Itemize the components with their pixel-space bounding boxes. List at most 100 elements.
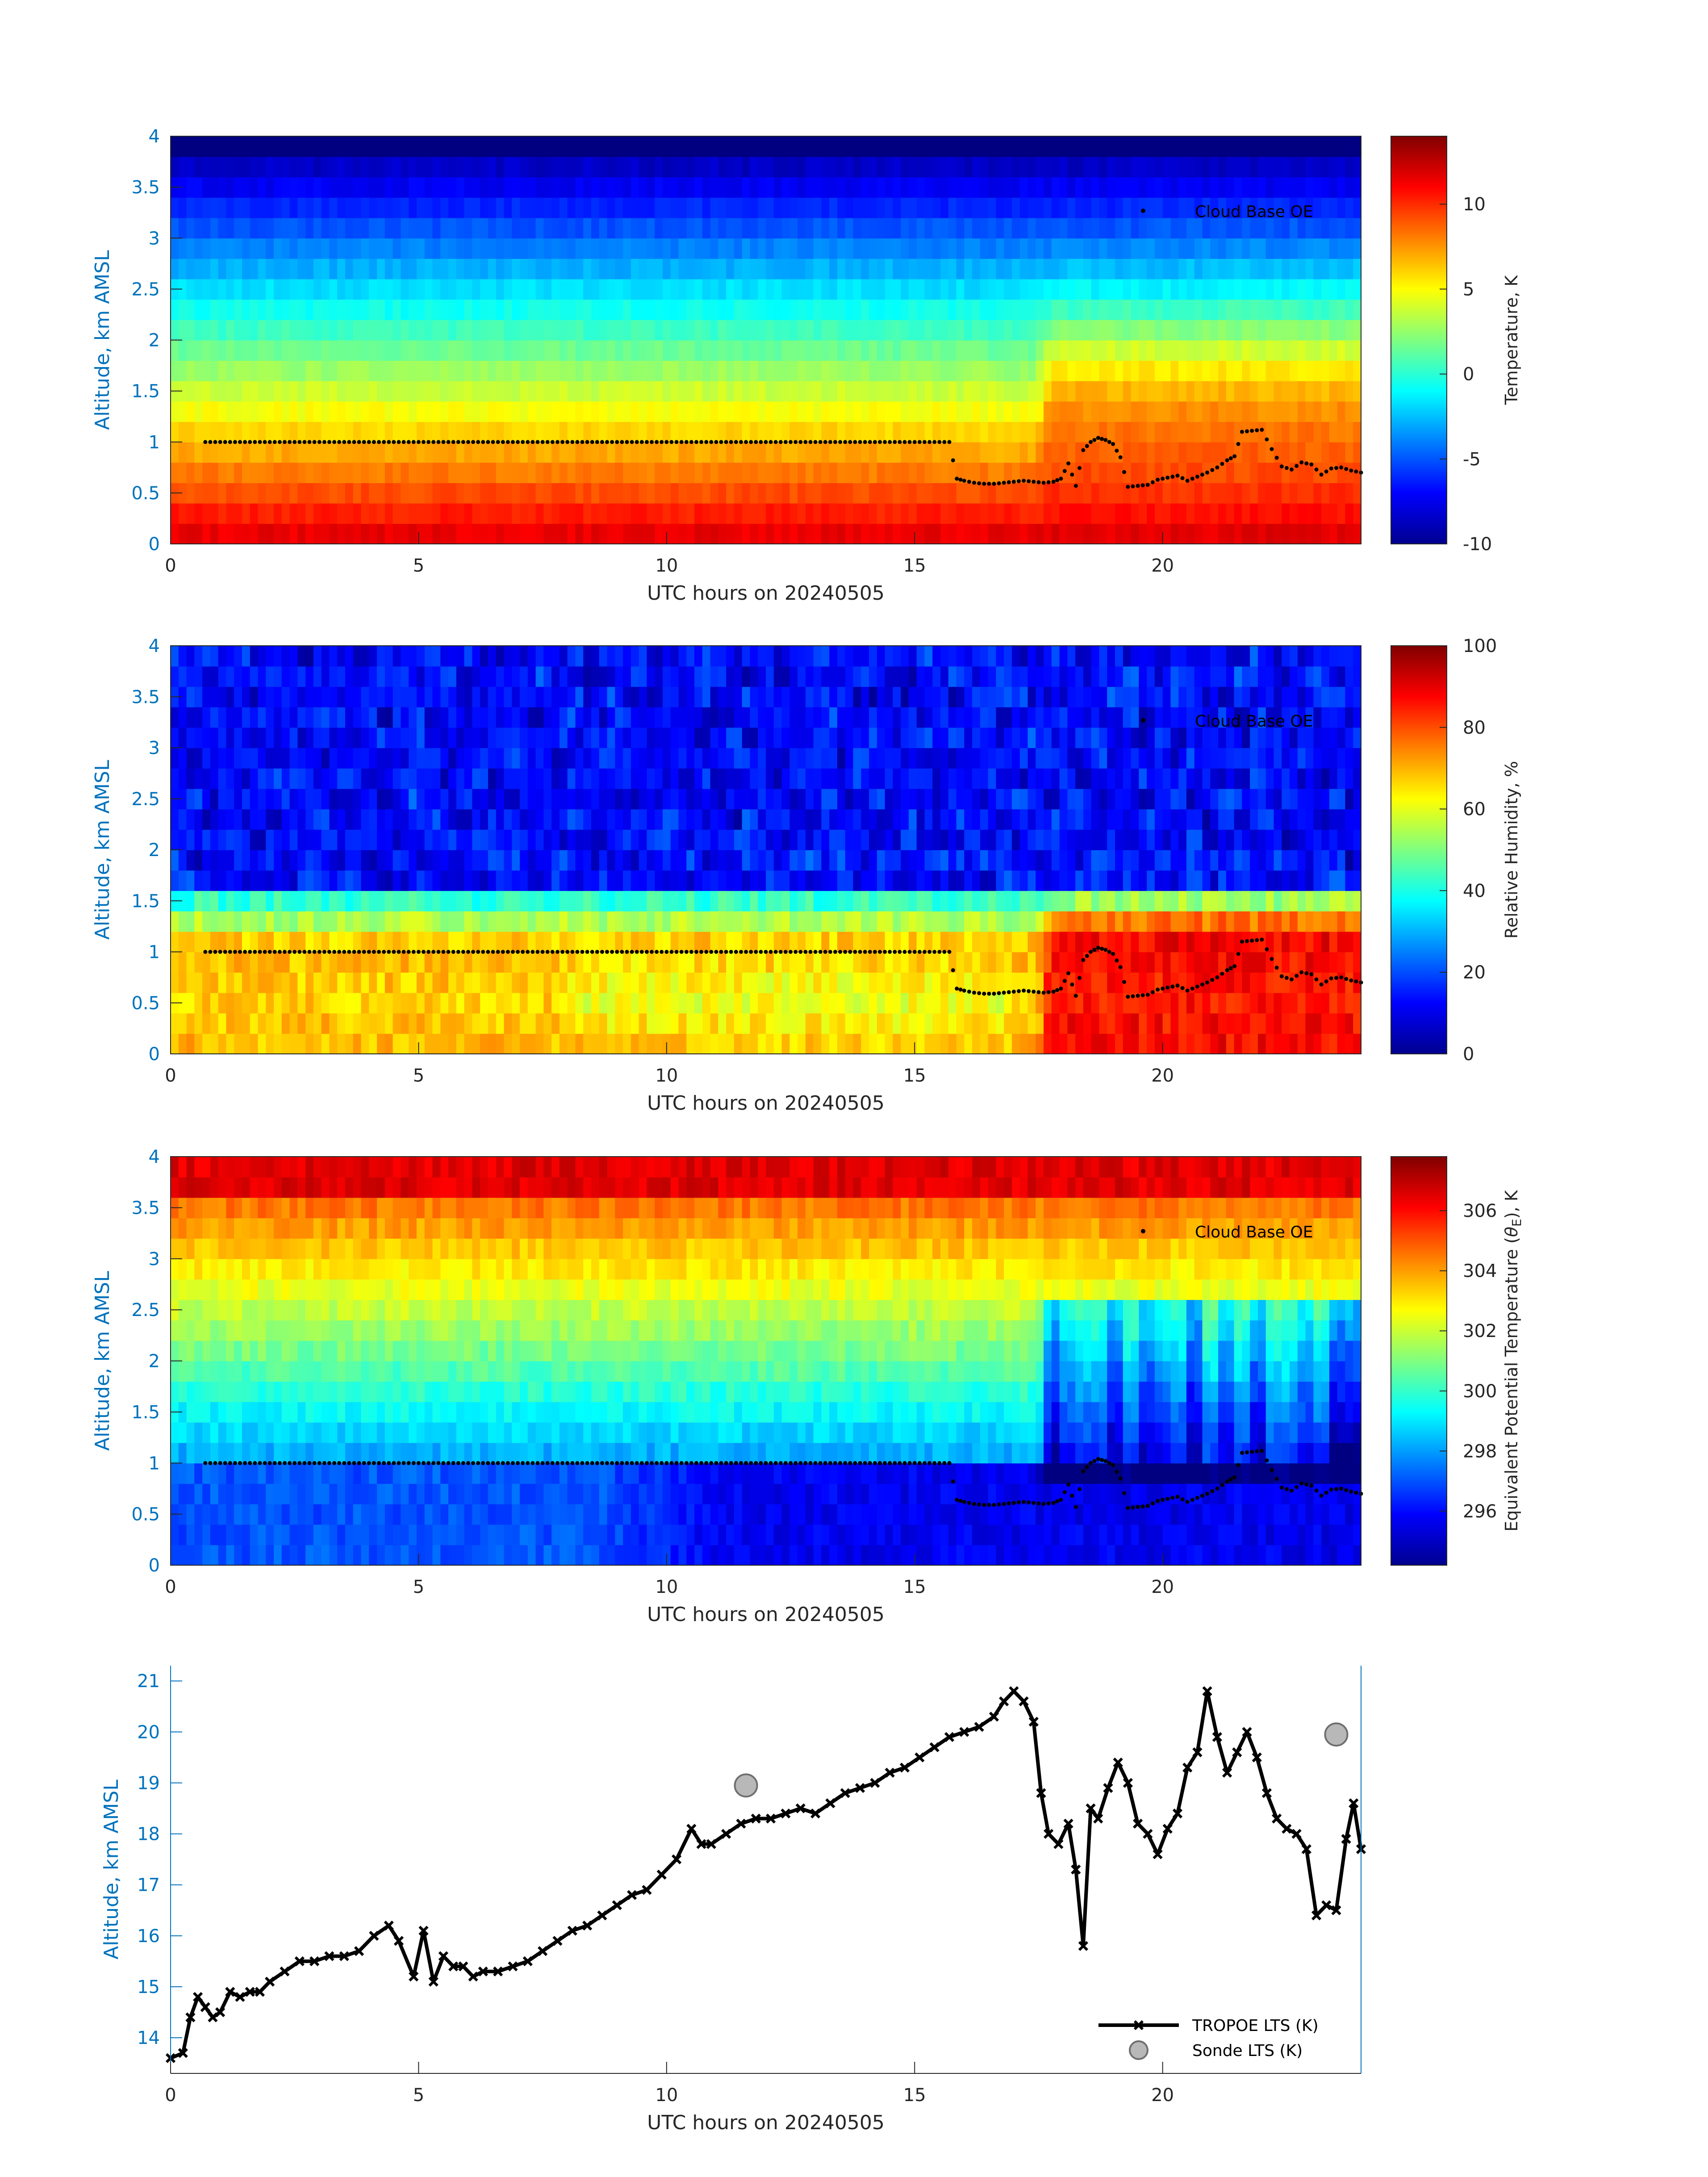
tropoe-lts-marker [1341, 1834, 1351, 1844]
cloud-base-point [238, 1461, 242, 1465]
cloud-base-point [972, 1502, 976, 1506]
cloud-base-point [838, 440, 843, 444]
y-tick-label: 16 [137, 1926, 160, 1947]
cloud-base-point [233, 1461, 237, 1465]
tropoe-lts-marker [1093, 1813, 1103, 1824]
cloud-base-point [228, 1461, 232, 1465]
cloud-base-point [203, 950, 208, 954]
cloud-base-point [947, 1461, 952, 1465]
cloud-base-point [436, 950, 441, 954]
cloud-base-point [878, 1461, 882, 1465]
cloud-base-point [679, 950, 684, 954]
cloud-base-point [942, 950, 947, 954]
tropoe-lts-marker [765, 1813, 776, 1824]
cloud-base-point [1081, 958, 1086, 962]
cloud-base-point [491, 950, 495, 954]
legend-sonde-label: Sonde LTS (K) [1192, 2042, 1303, 2060]
cloud-base-point [357, 440, 361, 444]
cloud-base-point [719, 950, 723, 954]
cloud-base-point [1156, 987, 1160, 992]
cloud-base-point [1085, 444, 1089, 448]
cloud-base-point [1250, 1450, 1254, 1454]
cloud-base-point [1349, 1489, 1353, 1494]
cloud-base-point [422, 1461, 426, 1465]
cloud-base-point [486, 1461, 490, 1465]
cloud-base-point [1185, 479, 1190, 483]
cloud-base-point [456, 440, 460, 444]
y-tick-label: 0 [149, 1555, 160, 1576]
cloud-base-point [595, 950, 599, 954]
cloud-base-point [1115, 448, 1119, 453]
cloud-base-point [461, 1461, 465, 1465]
cloud-base-point [322, 950, 326, 954]
cloud-base-point [660, 950, 664, 954]
cloud-base-point [580, 440, 585, 444]
cloud-base-point [759, 950, 763, 954]
cloud-base-point [441, 440, 446, 444]
cloud-base-point [530, 440, 535, 444]
cloud-base-point [1070, 1493, 1074, 1498]
y-tick-label: 4 [149, 1147, 160, 1167]
tropoe-lts-marker [1078, 1941, 1089, 1951]
cloud-base-point [1022, 988, 1026, 993]
y-tick-label: 3 [149, 738, 160, 759]
cloud-base-point [1270, 447, 1274, 451]
tropoe-lts-marker [597, 1910, 607, 1921]
cloud-base-point [1354, 1491, 1358, 1495]
cloud-base-point [1145, 1504, 1150, 1508]
cloud-base-point [610, 1461, 614, 1465]
cloud-base-point [1284, 1487, 1289, 1492]
cloud-base-point [416, 950, 421, 954]
cloud-base-point [660, 1461, 664, 1465]
cloud-base-point [352, 440, 356, 444]
legend-tropoe-label: TROPOE LTS (K) [1192, 2017, 1319, 2035]
cloud-base-point [962, 1500, 966, 1504]
cloud-base-point [635, 440, 639, 444]
cloud-base-point [798, 950, 803, 954]
y-tick-label: 0.5 [131, 993, 160, 1014]
cloud-base-point [357, 950, 361, 954]
cloud-base-point [382, 1461, 386, 1465]
cloud-base-point [486, 440, 490, 444]
cloud-base-point [917, 440, 922, 444]
cloud-base-point [823, 440, 827, 444]
cloud-base-point [575, 950, 580, 954]
cloud-base-point [451, 440, 455, 444]
cloud-base-point [1055, 1499, 1060, 1504]
cloud-base-point [1131, 484, 1135, 489]
cloud-base-point [644, 440, 649, 444]
cloud-base-point [793, 950, 798, 954]
cloud-base-point [630, 950, 634, 954]
cloud-base-point [1270, 1468, 1274, 1472]
tropoe-lts-marker [522, 1956, 533, 1967]
tropoe-lts-marker [1133, 1818, 1143, 1829]
cloud-base-point [1324, 469, 1328, 474]
colorbar-tick-label: 298 [1463, 1441, 1497, 1462]
cloud-base-point [1344, 977, 1349, 981]
tropoe-lts-marker [1028, 1717, 1039, 1727]
cloud-base-point [1017, 479, 1021, 484]
cloud-base-point [888, 440, 892, 444]
cloud-base-point [1274, 1477, 1279, 1481]
x-tick-label: 10 [655, 1066, 678, 1086]
cloud-base-point [951, 968, 955, 973]
cloud-base-point [332, 440, 337, 444]
cloud-base-point [1274, 965, 1279, 970]
heatmap-cells [171, 646, 1361, 1054]
y-tick-label: 3 [149, 1249, 160, 1270]
cloud-base-point [446, 1461, 451, 1465]
cloud-base-point [1140, 993, 1145, 998]
cloud-base-point [1329, 1488, 1333, 1492]
cloud-base-point [1002, 481, 1006, 485]
cloud-base-point [1161, 476, 1165, 481]
cloud-base-point [1066, 1482, 1071, 1487]
cloud-base-point [317, 1461, 322, 1465]
cloud-base-point [1051, 1501, 1056, 1505]
cloud-base-point [605, 440, 609, 444]
cloud-base-point [1170, 474, 1175, 479]
x-tick-label: 10 [655, 556, 678, 576]
cloud-base-point [932, 440, 937, 444]
cloud-base-point [650, 1461, 654, 1465]
cloud-base-point [397, 950, 401, 954]
cloud-base-point [669, 440, 674, 444]
